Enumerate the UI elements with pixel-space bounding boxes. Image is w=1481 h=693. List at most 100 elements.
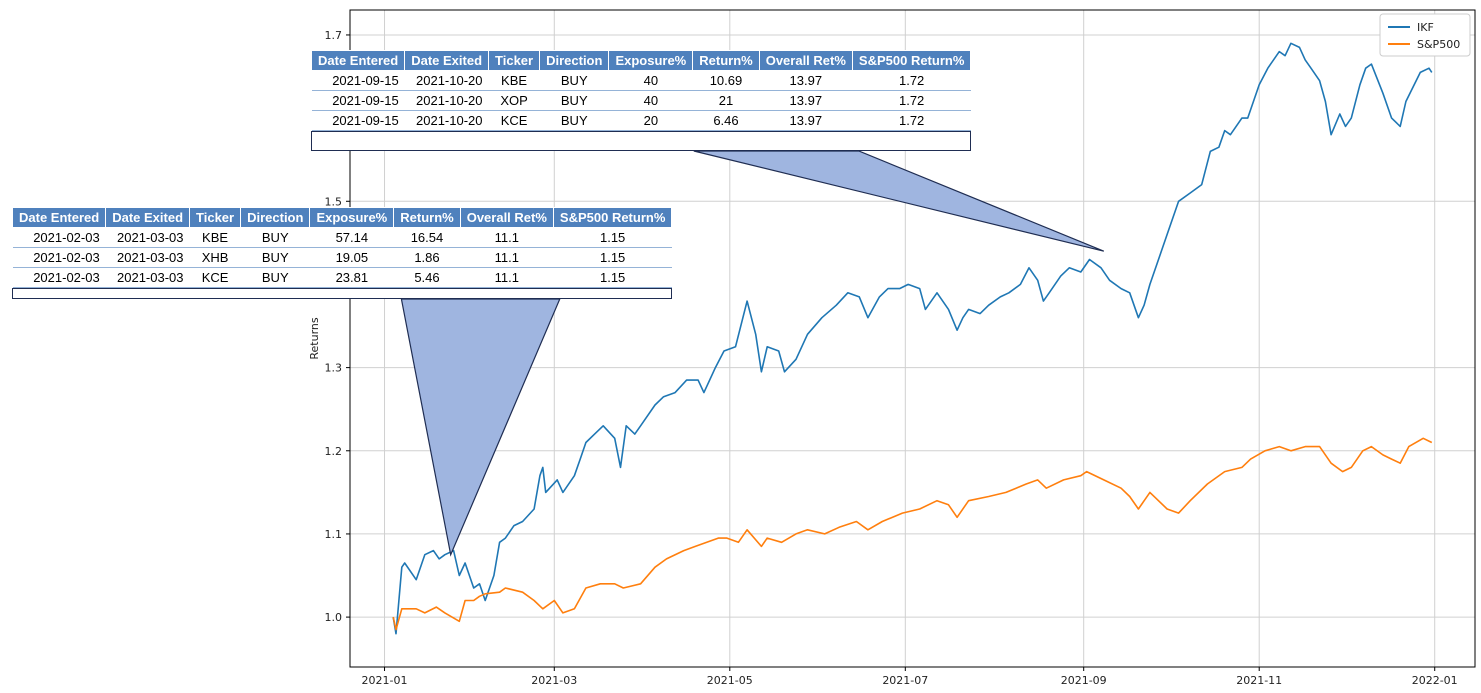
table-cell: KCE — [189, 267, 241, 288]
table-header-cell: Direction — [240, 207, 311, 228]
table-cell: 2021-09-15 — [311, 70, 405, 91]
x-tick-label: 2021-09 — [1061, 674, 1107, 687]
table-cell: 13.97 — [759, 70, 853, 91]
y-tick-label: 1.0 — [325, 611, 343, 624]
table-cell: 2021-02-03 — [12, 227, 106, 248]
table-cell: BUY — [539, 110, 609, 131]
table-header-cell: Date Exited — [404, 50, 490, 71]
table-row: 2021-02-03 2021-03-03 KBE BUY 57.14 16.54 11.1… — [12, 227, 672, 248]
table-cell: 19.05 — [309, 247, 394, 268]
table-cell: 16.54 — [393, 227, 461, 248]
plot-area — [349, 9, 1476, 668]
trade-table-feb: Date Entered Date Exited Ticker Direction Ex… — [11, 207, 673, 288]
table-header-cell: Direction — [539, 50, 610, 71]
table-cell: 6.46 — [692, 110, 760, 131]
table-header-cell: Return% — [692, 50, 760, 71]
trade-table-sep: Date Entered Date Exited Ticker Direction Ex… — [310, 50, 972, 131]
legend-box — [1379, 13, 1471, 57]
table-header-row: Date Entered Date Exited Ticker Direction Ex… — [11, 207, 673, 228]
table-cell: BUY — [240, 247, 310, 268]
table-cell: BUY — [240, 227, 310, 248]
table-cell: 1.15 — [553, 227, 672, 248]
table-cell: 23.81 — [309, 267, 394, 288]
table-header-cell: Overall Ret% — [758, 50, 853, 71]
series-line-s-p500 — [392, 437, 1433, 631]
table-header-cell: S&P500 Return% — [851, 50, 972, 71]
table-header-cell: Date Entered — [310, 50, 406, 71]
table-cell: 57.14 — [309, 227, 394, 248]
table-cell: 10.69 — [692, 70, 760, 91]
y-tick-label: 1.3 — [325, 362, 343, 375]
grid-lines — [350, 10, 1475, 667]
y-tick-label: 1.1 — [325, 528, 343, 541]
table-cell: KBE — [189, 227, 241, 248]
table-cell: 2021-09-15 — [311, 110, 405, 131]
x-tick-label: 2021-11 — [1236, 674, 1282, 687]
callout-pointer — [693, 150, 1105, 252]
table-cell: KBE — [488, 70, 540, 91]
table-header-cell: S&P500 Return% — [552, 207, 673, 228]
table-header-cell: Exposure% — [309, 207, 395, 228]
table-cell: 13.97 — [759, 110, 853, 131]
table-cell: 11.1 — [460, 267, 554, 288]
table-cell: 2021-03-03 — [105, 227, 190, 248]
table-header-cell: Overall Ret% — [459, 207, 554, 228]
table-cell: 1.72 — [852, 110, 971, 131]
x-tick-label: 2022-01 — [1412, 674, 1458, 687]
table-cell: 2021-02-03 — [12, 267, 106, 288]
x-tick-label: 2021-07 — [882, 674, 928, 687]
table-cell: 2021-10-20 — [404, 70, 489, 91]
table-cell: 40 — [608, 90, 693, 111]
table-cell: XHB — [189, 247, 241, 268]
table-cell: BUY — [539, 90, 609, 111]
table-cell: XOP — [488, 90, 540, 111]
table-row: 2021-02-03 2021-03-03 XHB BUY 19.05 1.86 11.1 1… — [12, 247, 672, 268]
table-cell: 2021-10-20 — [404, 110, 489, 131]
series-lines — [392, 42, 1433, 635]
table-header-cell: Date Exited — [105, 207, 191, 228]
x-tick-label: 2021-03 — [531, 674, 577, 687]
table-cell: 13.97 — [759, 90, 853, 111]
y-axis-label: Returns — [308, 317, 321, 360]
table-cell: 1.72 — [852, 70, 971, 91]
axis-ticks: 2021-01 2021-03 2021-05 2021-07 2021-09 2021-… — [325, 29, 1458, 687]
callout-pointer — [400, 298, 561, 557]
table-cell: 11.1 — [460, 227, 554, 248]
table-cell: 2021-09-15 — [311, 90, 405, 111]
table-header-cell: Ticker — [488, 50, 541, 71]
table-header-cell: Date Entered — [11, 207, 107, 228]
table-cell: KCE — [488, 110, 540, 131]
table-cell: 20 — [608, 110, 693, 131]
table-row: 2021-02-03 2021-03-03 KCE BUY 23.81 5.46 11.1 1… — [12, 267, 672, 288]
table-header-cell: Return% — [393, 207, 461, 228]
legend-entry: IKF — [1417, 21, 1434, 34]
table-cell: 2021-03-03 — [105, 267, 190, 288]
table-row: 2021-09-15 2021-10-20 KBE BUY 40 10.69 13.97 1.… — [311, 70, 971, 91]
table-cell: 1.15 — [553, 267, 672, 288]
legend: IKF S&P500 — [1379, 13, 1471, 57]
y-tick-label: 1.2 — [325, 445, 343, 458]
legend-entry: S&P500 — [1417, 38, 1460, 51]
y-tick-label: 1.5 — [325, 195, 343, 208]
table-cell: 2021-02-03 — [12, 247, 106, 268]
trade-table-sep-footer — [311, 131, 971, 151]
table-header-cell: Ticker — [189, 207, 242, 228]
table-callouts — [400, 150, 1105, 557]
y-tick-label: 1.7 — [325, 29, 343, 42]
table-header-cell: Exposure% — [608, 50, 694, 71]
table-cell: 11.1 — [460, 247, 554, 268]
table-cell: 21 — [692, 90, 760, 111]
table-row: 2021-09-15 2021-10-20 XOP BUY 40 21 13.97 1.72 — [311, 90, 971, 111]
table-cell: 2021-03-03 — [105, 247, 190, 268]
table-cell: 1.15 — [553, 247, 672, 268]
x-tick-label: 2021-05 — [707, 674, 753, 687]
table-cell: 1.86 — [393, 247, 461, 268]
table-cell: 5.46 — [393, 267, 461, 288]
table-cell: 2021-10-20 — [404, 90, 489, 111]
table-cell: BUY — [539, 70, 609, 91]
table-cell: 1.72 — [852, 90, 971, 111]
table-cell: BUY — [240, 267, 310, 288]
series-line-ikf — [392, 42, 1433, 635]
table-row: 2021-09-15 2021-10-20 KCE BUY 20 6.46 13.97 1.7… — [311, 110, 971, 131]
